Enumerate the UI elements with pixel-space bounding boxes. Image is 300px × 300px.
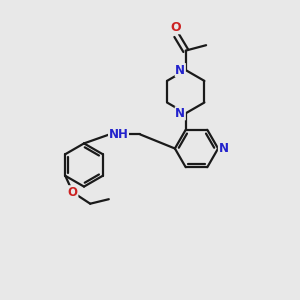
Text: N: N	[218, 142, 229, 155]
Text: O: O	[68, 186, 78, 199]
Text: N: N	[175, 64, 185, 76]
Text: O: O	[170, 21, 181, 34]
Text: NH: NH	[109, 128, 128, 141]
Text: N: N	[175, 107, 185, 120]
